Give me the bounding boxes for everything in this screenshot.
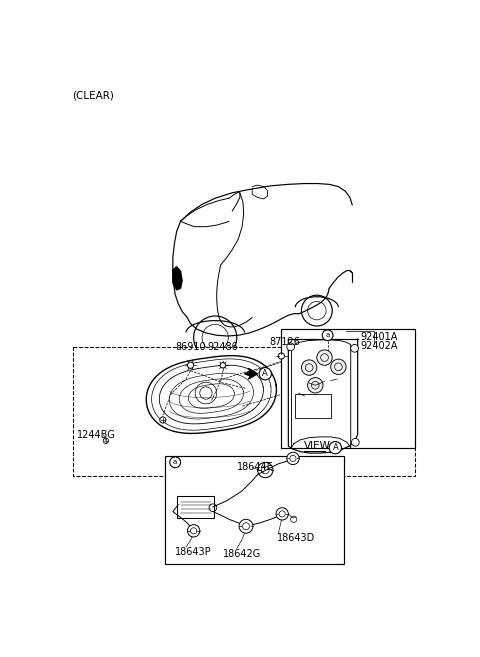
FancyBboxPatch shape	[177, 496, 214, 518]
Text: 86910: 86910	[175, 342, 206, 352]
Circle shape	[308, 378, 323, 393]
Text: 18643P: 18643P	[175, 547, 212, 557]
Circle shape	[287, 452, 299, 464]
Circle shape	[276, 508, 288, 520]
Circle shape	[188, 362, 193, 369]
Text: a: a	[173, 459, 177, 465]
Circle shape	[170, 457, 180, 468]
FancyBboxPatch shape	[295, 394, 332, 419]
Circle shape	[160, 417, 166, 423]
FancyBboxPatch shape	[281, 329, 415, 449]
Text: 92402A: 92402A	[360, 340, 397, 351]
Circle shape	[220, 363, 226, 368]
Text: 18643D: 18643D	[277, 533, 315, 543]
Circle shape	[258, 463, 273, 478]
Text: 92401A: 92401A	[360, 332, 397, 342]
Circle shape	[301, 360, 317, 375]
Polygon shape	[173, 267, 182, 290]
Circle shape	[188, 525, 200, 537]
Text: A: A	[263, 369, 268, 378]
Circle shape	[287, 343, 295, 351]
Circle shape	[329, 442, 341, 454]
Circle shape	[278, 353, 285, 359]
Text: 18644E: 18644E	[237, 461, 274, 472]
FancyBboxPatch shape	[165, 456, 344, 564]
Circle shape	[291, 516, 297, 522]
Circle shape	[239, 519, 253, 533]
Circle shape	[331, 359, 346, 374]
Text: A: A	[333, 443, 338, 452]
FancyBboxPatch shape	[73, 347, 415, 476]
Circle shape	[322, 330, 333, 340]
Circle shape	[351, 438, 359, 446]
Circle shape	[317, 350, 332, 365]
Circle shape	[351, 344, 359, 352]
Circle shape	[259, 367, 271, 380]
Text: (CLEAR): (CLEAR)	[72, 91, 114, 101]
Polygon shape	[244, 369, 258, 379]
Text: 87126: 87126	[269, 337, 300, 347]
Text: VIEW: VIEW	[304, 441, 331, 451]
Text: 92486: 92486	[207, 342, 238, 352]
Text: a: a	[325, 332, 330, 338]
Circle shape	[103, 438, 108, 443]
Text: 1244BG: 1244BG	[77, 430, 115, 440]
Text: 18642G: 18642G	[223, 549, 261, 558]
